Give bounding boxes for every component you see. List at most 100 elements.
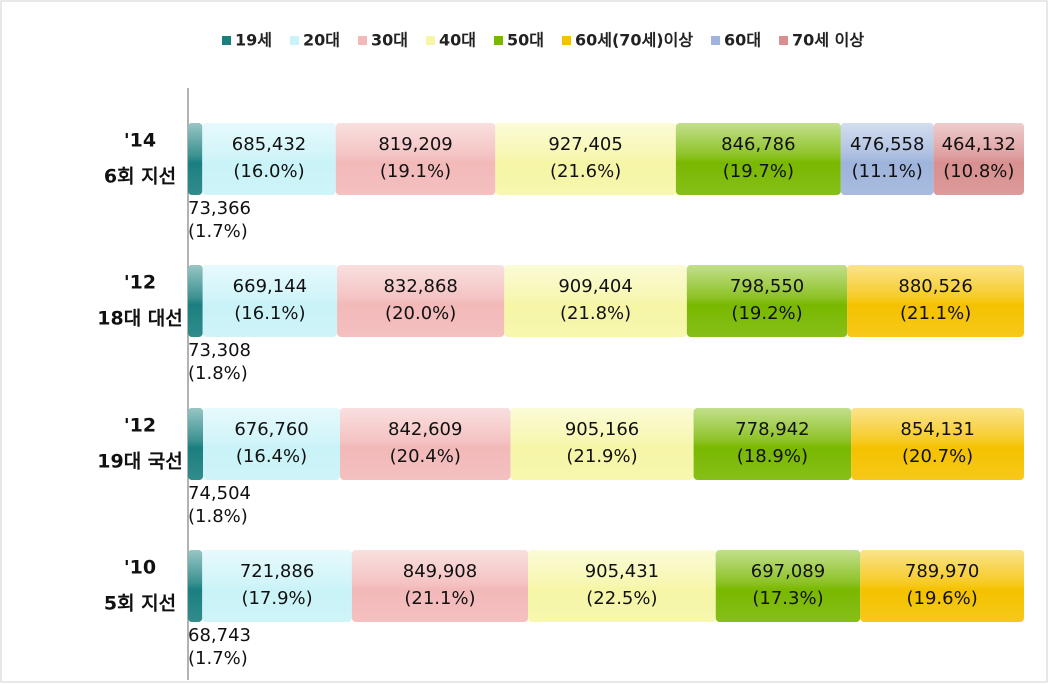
value-label: 669,144 <box>233 276 307 297</box>
bar-gloss <box>715 550 861 622</box>
value-label: 909,404 <box>558 276 632 297</box>
bar-gloss <box>933 123 1024 195</box>
value-label: 464,132 <box>942 134 1016 155</box>
value-label: 819,209 <box>378 134 452 155</box>
legend-swatch <box>358 36 367 45</box>
legend-label: 30대 <box>371 31 408 50</box>
percent-label: (19.2%) <box>731 303 802 324</box>
bar-gloss <box>504 265 687 337</box>
value-label: 832,868 <box>383 276 457 297</box>
category-label: 5회 지선 <box>104 593 176 615</box>
bar-gloss <box>339 408 511 480</box>
percent-label: (19.1%) <box>380 161 451 182</box>
value-label: 905,431 <box>585 561 659 582</box>
value-label: 697,089 <box>751 561 825 582</box>
percent-label: (18.9%) <box>737 446 808 467</box>
legend-swatch <box>222 36 231 45</box>
value-label: 798,550 <box>730 276 804 297</box>
bar-gloss <box>202 265 338 337</box>
percent-label: (10.8%) <box>943 161 1014 182</box>
percent-label: (20.7%) <box>902 446 973 467</box>
category-label: '10 <box>124 557 156 579</box>
percent-label: (20.0%) <box>385 303 456 324</box>
bar-gloss <box>188 550 203 622</box>
bar-gloss <box>847 265 1024 337</box>
percent-label: (1.8%) <box>188 363 248 384</box>
percent-label: (21.8%) <box>560 303 631 324</box>
value-label: 68,743 <box>188 625 251 646</box>
percent-label: (21.6%) <box>550 161 621 182</box>
percent-label: (19.7%) <box>723 161 794 182</box>
value-label: 74,504 <box>188 483 251 504</box>
value-label: 789,970 <box>905 561 979 582</box>
value-label: 73,366 <box>188 198 251 219</box>
category-label: '14 <box>124 130 156 152</box>
bar-gloss <box>188 123 203 195</box>
legend-swatch <box>494 36 503 45</box>
percent-label: (21.1%) <box>900 303 971 324</box>
legend-label: 50대 <box>507 31 544 50</box>
percent-label: (17.9%) <box>241 588 312 609</box>
bar-gloss <box>528 550 716 622</box>
value-label: 676,760 <box>234 419 308 440</box>
bar-gloss <box>675 123 841 195</box>
legend-swatch <box>711 36 721 45</box>
category-label: 18대 대선 <box>97 308 183 330</box>
percent-label: (19.6%) <box>907 588 978 609</box>
percent-label: (20.4%) <box>390 446 461 467</box>
bar-gloss <box>337 265 505 337</box>
category-label: '12 <box>124 415 156 437</box>
percent-label: (1.7%) <box>188 221 248 242</box>
bar-gloss <box>188 265 203 337</box>
legend-label: 60세(70세)이상 <box>575 31 693 50</box>
bar-gloss <box>351 550 529 622</box>
percent-label: (21.1%) <box>404 588 475 609</box>
bar-gloss <box>202 550 352 622</box>
bar-gloss <box>335 123 496 195</box>
category-label: 19대 국선 <box>97 451 183 473</box>
percent-label: (16.1%) <box>234 303 305 324</box>
percent-label: (16.4%) <box>236 446 307 467</box>
value-label: 880,526 <box>898 276 972 297</box>
percent-label: (21.9%) <box>566 446 637 467</box>
bar-gloss <box>188 408 204 480</box>
legend-label: 40대 <box>439 31 476 50</box>
legend-swatch <box>290 36 299 45</box>
percent-label: (1.8%) <box>188 506 248 527</box>
legend-swatch <box>426 36 435 45</box>
bar-gloss <box>840 123 934 195</box>
legend-label: 20대 <box>303 31 340 50</box>
value-label: 778,942 <box>735 419 809 440</box>
category-label: 6회 지선 <box>104 166 176 188</box>
percent-label: (17.3%) <box>752 588 823 609</box>
bar-gloss <box>510 408 694 480</box>
bar-gloss <box>860 550 1024 622</box>
bar-gloss <box>693 408 852 480</box>
percent-label: (11.1%) <box>852 161 923 182</box>
percent-label: (1.7%) <box>188 648 248 669</box>
percent-label: (16.0%) <box>233 161 304 182</box>
legend-label: 19세 <box>235 31 272 50</box>
value-label: 927,405 <box>548 134 622 155</box>
category-label: '12 <box>124 272 156 294</box>
value-label: 685,432 <box>232 134 306 155</box>
bar-gloss <box>202 123 336 195</box>
bar-gloss <box>851 408 1024 480</box>
bar-gloss <box>495 123 676 195</box>
bar-gloss <box>203 408 340 480</box>
legend-swatch <box>562 36 571 45</box>
value-label: 842,609 <box>388 419 462 440</box>
value-label: 905,166 <box>565 419 639 440</box>
value-label: 854,131 <box>900 419 974 440</box>
value-label: 721,886 <box>240 561 314 582</box>
legend-swatch <box>779 36 789 45</box>
legend-label: 60대 <box>724 31 761 50</box>
value-label: 476,558 <box>850 134 924 155</box>
value-label: 849,908 <box>403 561 477 582</box>
bar-gloss <box>686 265 848 337</box>
value-label: 73,308 <box>188 340 251 361</box>
legend-label: 70세 이상 <box>792 31 864 50</box>
value-label: 846,786 <box>721 134 795 155</box>
percent-label: (22.5%) <box>586 588 657 609</box>
